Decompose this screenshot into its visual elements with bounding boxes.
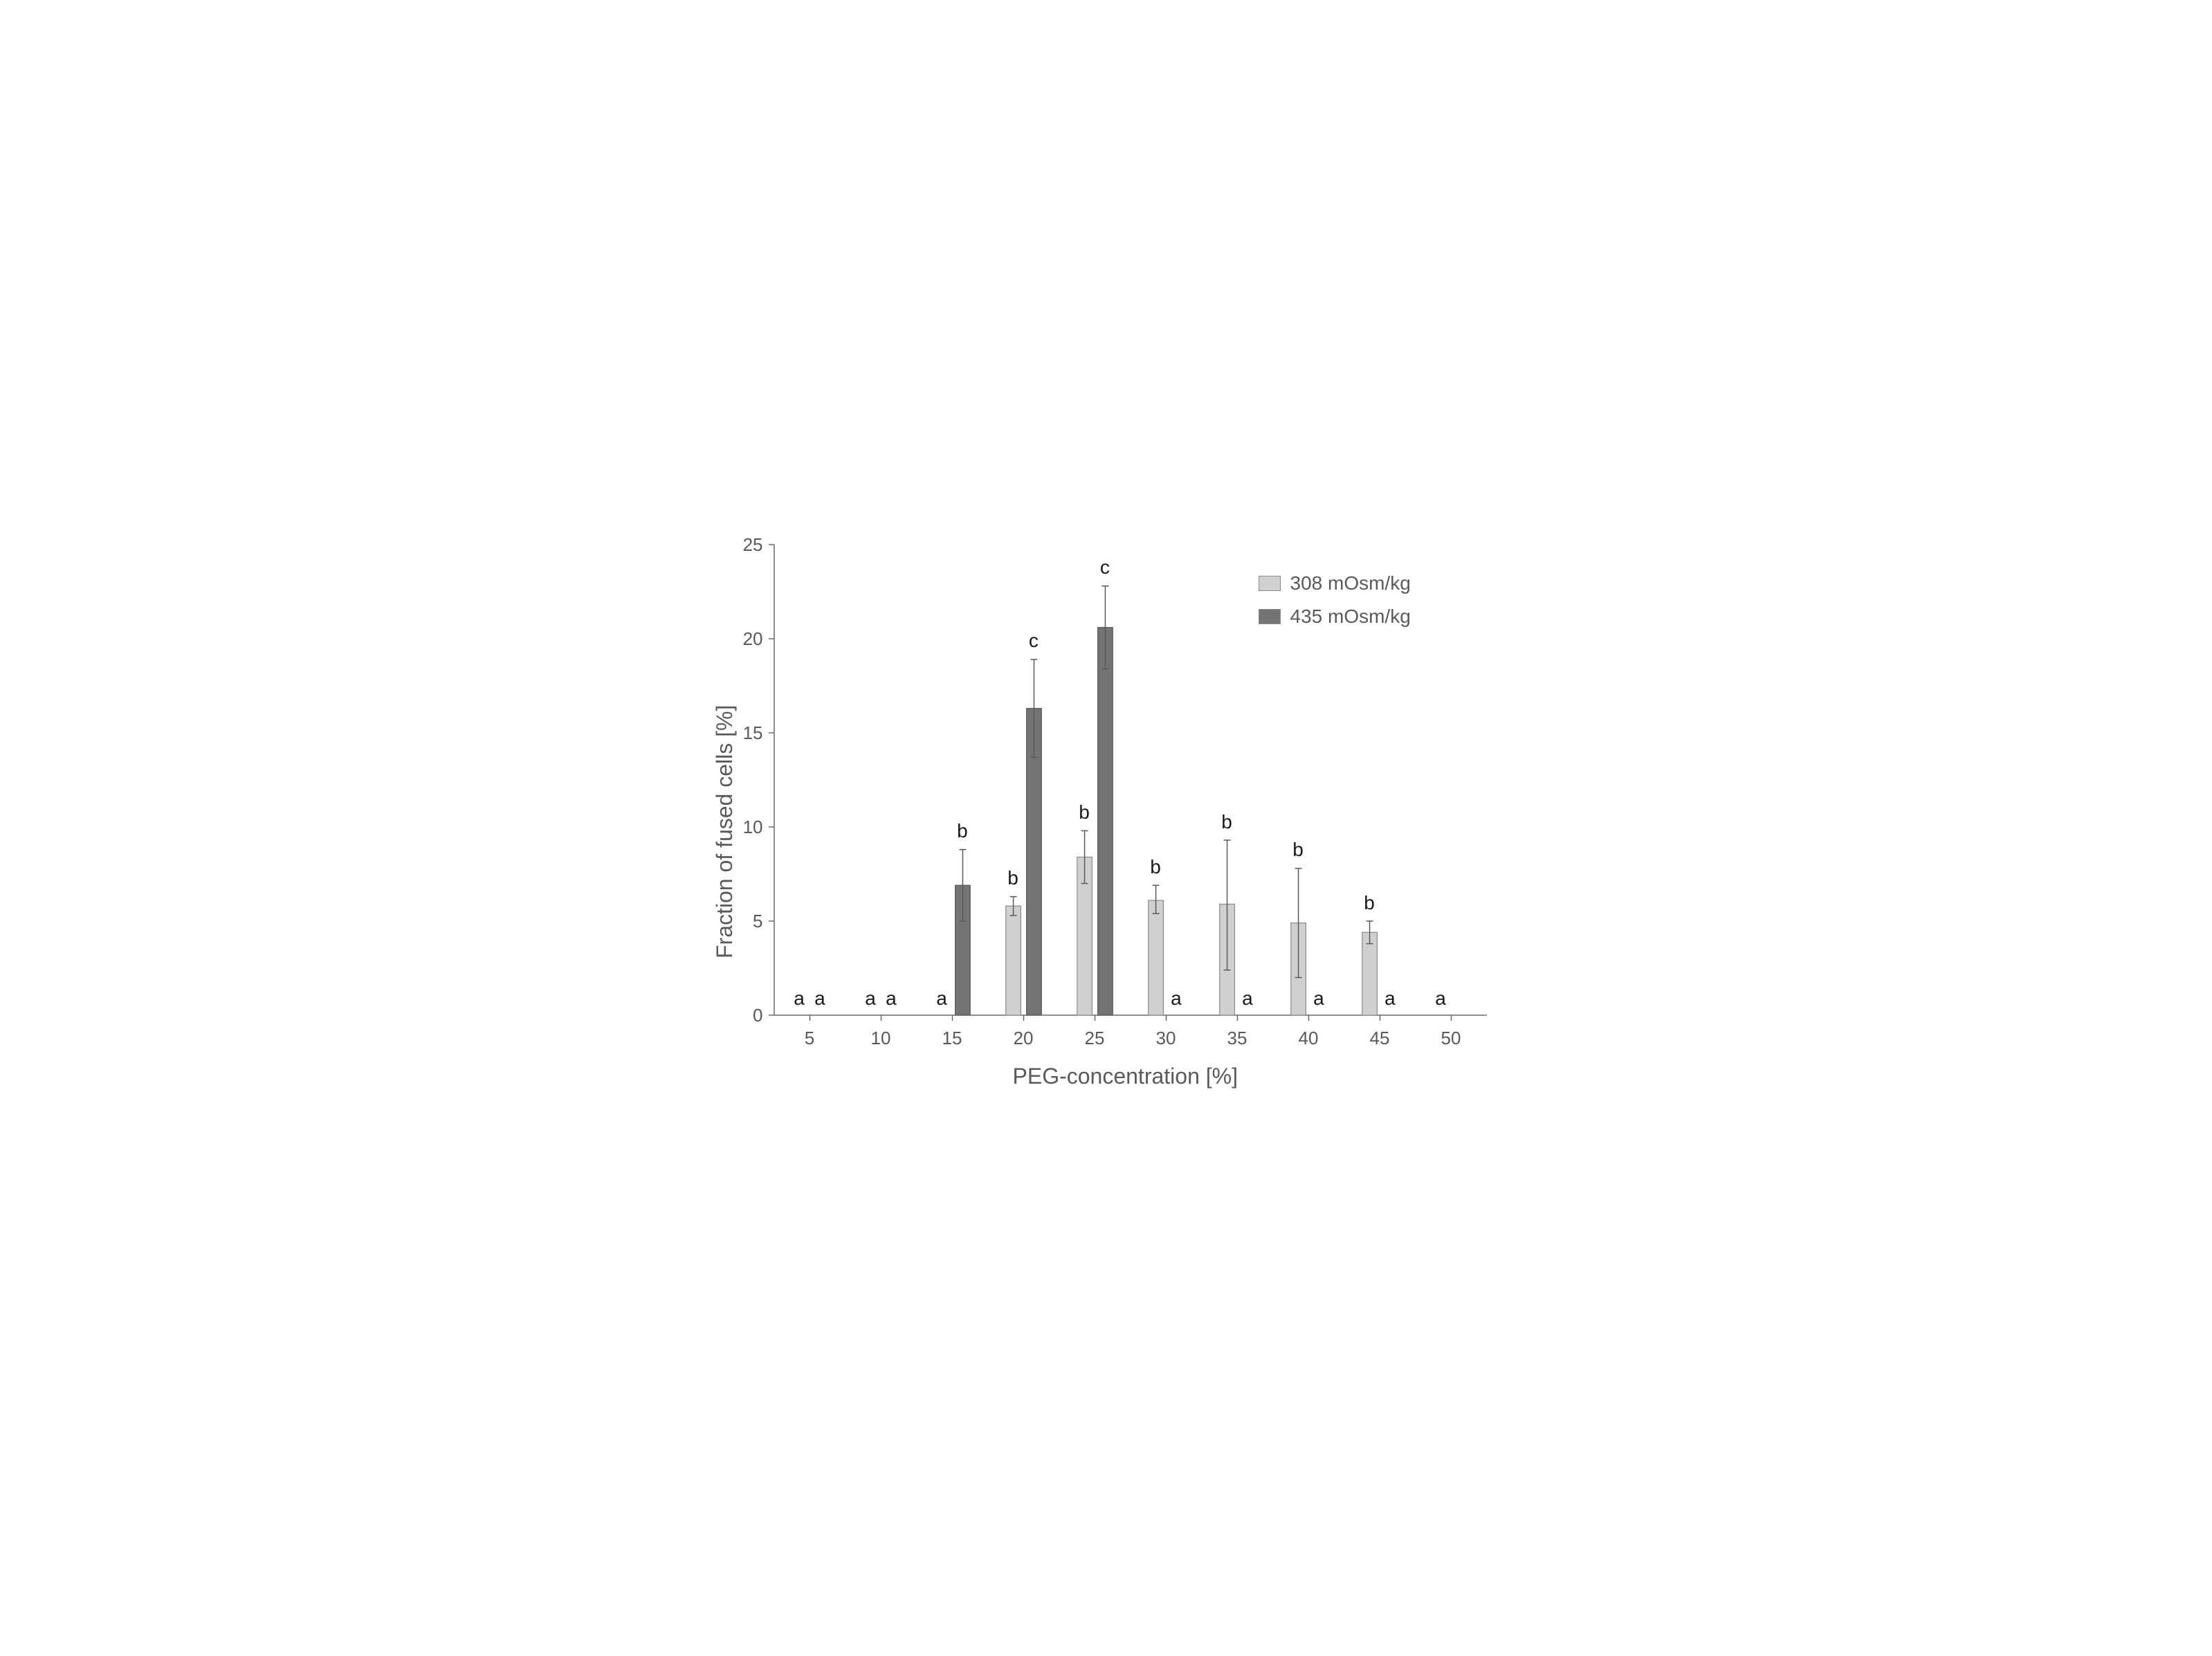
legend-swatch bbox=[1259, 609, 1281, 624]
significance-label: a bbox=[1430, 988, 1451, 1010]
bar bbox=[1005, 906, 1021, 1015]
significance-label: b bbox=[1074, 801, 1095, 824]
significance-label: b bbox=[1003, 867, 1023, 889]
y-tick-label: 5 bbox=[753, 911, 762, 932]
significance-label: a bbox=[1308, 988, 1329, 1010]
x-tick-label: 40 bbox=[1295, 1028, 1322, 1049]
x-tick-label: 5 bbox=[796, 1028, 823, 1049]
significance-label: a bbox=[789, 988, 810, 1010]
legend-label: 308 mOsm/kg bbox=[1290, 572, 1411, 594]
x-tick-label: 30 bbox=[1152, 1028, 1180, 1049]
bar bbox=[1097, 627, 1113, 1014]
y-axis-label: Fraction of fused cells [%] bbox=[712, 705, 738, 958]
legend: 308 mOsm/kg 435 mOsm/kg bbox=[1259, 572, 1411, 628]
significance-label: c bbox=[1023, 630, 1044, 652]
y-tick-label: 0 bbox=[753, 1005, 762, 1026]
x-tick-label: 45 bbox=[1366, 1028, 1393, 1049]
x-tick-label: 25 bbox=[1081, 1028, 1108, 1049]
x-tick-label: 35 bbox=[1223, 1028, 1251, 1049]
chart-container: Fraction of fused cells [%] PEG-concentr… bbox=[691, 517, 1521, 1140]
legend-swatch bbox=[1259, 576, 1281, 591]
y-tick-label: 25 bbox=[743, 534, 763, 556]
bar bbox=[1148, 900, 1163, 1015]
significance-label: b bbox=[952, 820, 973, 842]
significance-label: b bbox=[1216, 811, 1237, 833]
y-tick-label: 15 bbox=[743, 722, 763, 744]
x-tick-label: 10 bbox=[867, 1028, 895, 1049]
significance-label: a bbox=[1380, 988, 1400, 1010]
legend-item: 435 mOsm/kg bbox=[1259, 606, 1411, 628]
significance-label: b bbox=[1359, 892, 1380, 914]
legend-label: 435 mOsm/kg bbox=[1290, 606, 1411, 628]
x-axis-label: PEG-concentration [%] bbox=[1013, 1064, 1238, 1089]
significance-label: a bbox=[810, 988, 830, 1010]
significance-label: a bbox=[1166, 988, 1187, 1010]
y-tick-label: 10 bbox=[743, 817, 763, 838]
x-tick-label: 50 bbox=[1437, 1028, 1465, 1049]
significance-label: a bbox=[860, 988, 881, 1010]
significance-label: a bbox=[881, 988, 902, 1010]
legend-item: 308 mOsm/kg bbox=[1259, 572, 1411, 594]
y-tick-label: 20 bbox=[743, 628, 763, 650]
significance-label: c bbox=[1095, 556, 1115, 579]
significance-label: a bbox=[931, 988, 952, 1010]
significance-label: a bbox=[1237, 988, 1258, 1010]
significance-label: b bbox=[1288, 839, 1308, 861]
x-tick-label: 15 bbox=[938, 1028, 966, 1049]
x-tick-label: 20 bbox=[1009, 1028, 1037, 1049]
bar bbox=[1362, 932, 1377, 1015]
significance-label: b bbox=[1145, 856, 1166, 878]
